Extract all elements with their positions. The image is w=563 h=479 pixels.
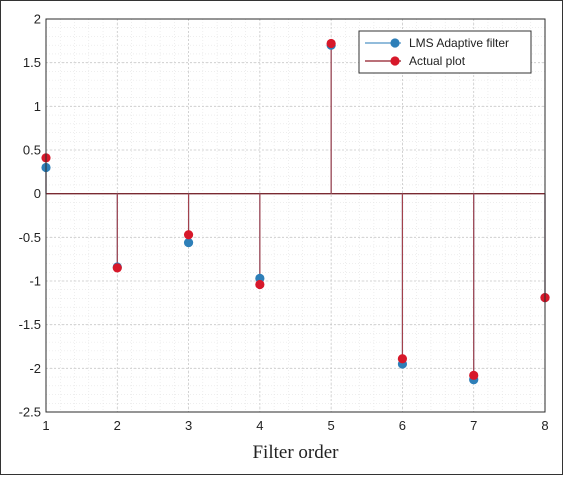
x-tick-label: 7 (470, 418, 477, 433)
marker-actual-7 (469, 370, 479, 380)
y-tick-label: 0 (34, 186, 41, 201)
x-tick-label: 4 (256, 418, 263, 433)
y-tick-label: -2.5 (19, 405, 41, 420)
x-tick-label: 2 (114, 418, 121, 433)
y-tick-label: 2 (34, 12, 41, 27)
x-tick-label: 6 (399, 418, 406, 433)
y-tick-labels: 2 1.5 1 0.5 0 -0.5 -1 -1.5 -2 -2.5 (19, 12, 41, 420)
y-tick-label: -2 (29, 361, 41, 376)
legend-box (358, 30, 532, 74)
legend: LMS Adaptive filter Actual plot (358, 30, 532, 74)
x-tick-label: 8 (541, 418, 548, 433)
y-tick-label: 0.5 (23, 143, 41, 158)
marker-actual-6 (397, 354, 408, 364)
x-axis-label: Filter order (252, 442, 339, 463)
x-tick-label: 1 (42, 418, 49, 433)
legend-label-lms: LMS Adaptive filter (409, 36, 509, 50)
stem-lines (45, 43, 546, 380)
marker-actual-5 (326, 38, 336, 49)
stem-markers (41, 38, 550, 385)
marker-actual-3 (183, 230, 194, 240)
x-tick-label: 5 (328, 418, 335, 433)
legend-label-actual: Actual plot (409, 54, 466, 68)
y-tick-label: -1.5 (19, 317, 41, 332)
y-tick-label: 1.5 (23, 55, 41, 70)
y-tick-label: -1 (29, 274, 41, 289)
marker-lms-3 (183, 237, 194, 248)
marker-actual-4 (255, 279, 265, 290)
y-tick-label: 1 (34, 99, 41, 114)
legend-marker-actual (390, 56, 400, 66)
plot-frame (45, 18, 546, 413)
x-tick-label: 3 (185, 418, 192, 433)
x-tick-labels: 1 2 3 4 5 6 7 8 (42, 418, 548, 433)
marker-actual-2 (112, 263, 122, 273)
y-tick-label: -0.5 (19, 230, 41, 245)
minor-grid (45, 18, 546, 413)
legend-marker-lms (390, 38, 400, 48)
major-grid (45, 18, 546, 413)
